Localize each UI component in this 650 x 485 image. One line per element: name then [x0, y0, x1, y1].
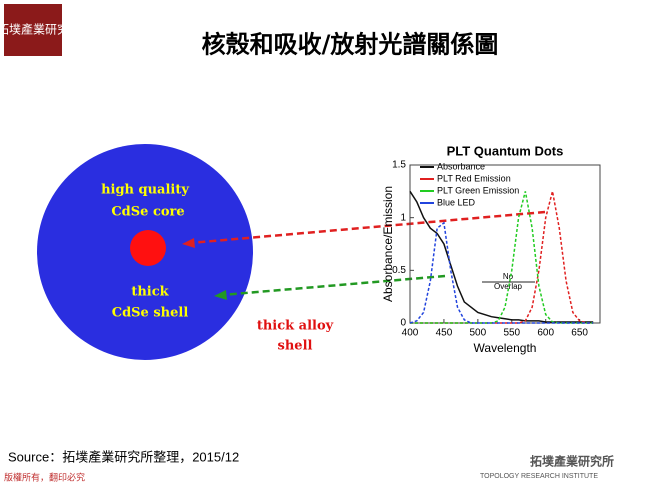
x-tick-label: 450: [436, 328, 453, 339]
x-tick-label: 550: [503, 328, 520, 339]
annotation: Overlap: [494, 282, 523, 291]
x-tick-label: 400: [402, 328, 419, 339]
x-tick-label: 650: [571, 328, 588, 339]
y-axis-label: Absorbance/Emission: [381, 186, 395, 302]
y-tick-label: 0.5: [392, 265, 406, 276]
legend-label: PLT Green Emission: [437, 185, 519, 195]
alloy-label: shell: [278, 339, 313, 354]
series-line: [410, 191, 594, 324]
arrow-head: [214, 290, 227, 300]
legend-label: Blue LED: [437, 197, 476, 207]
series-line: [409, 190, 594, 323]
y-tick-label: 1: [400, 212, 406, 223]
copyright: 版權所有，翻印必究: [4, 472, 85, 484]
chart-title: PLT Quantum Dots: [447, 143, 564, 158]
brand-sub: TOPOLOGY RESEARCH INSTITUTE: [480, 473, 598, 480]
series-line: [410, 191, 594, 324]
core: [130, 230, 166, 266]
arrow: [189, 210, 546, 245]
x-tick-label: 500: [470, 328, 487, 339]
logo: 拓墣產業研究: [0, 22, 69, 37]
shell-label: CdSe shell: [112, 306, 189, 321]
brand: 拓墣產業研究所: [530, 454, 614, 469]
legend-label: PLT Red Emission: [437, 173, 511, 183]
y-tick-label: 0: [400, 318, 406, 329]
arrow-head: [182, 238, 195, 248]
source: Source：拓墣產業研究所整理，2015/12: [8, 449, 239, 464]
legend-label: Absorbance: [437, 161, 485, 171]
y-tick-label: 1.5: [392, 160, 406, 171]
core-label: CdSe core: [111, 205, 184, 220]
title: 核殼和吸收/放射光譜關係圖: [202, 30, 499, 59]
shell-label: thick: [131, 285, 169, 300]
alloy-label: thick alloy: [257, 319, 334, 334]
arrow: [221, 274, 446, 297]
core-label: high quality: [101, 183, 189, 198]
annotation: No: [503, 272, 514, 281]
logo-box: [4, 4, 62, 56]
x-tick-label: 600: [537, 328, 554, 339]
series-line: [409, 221, 594, 324]
x-axis-label: Wavelength: [474, 341, 537, 355]
chart: PLT Quantum Dots 0 0.5 1 1.5 400 450 500 550 600 6…: [381, 143, 601, 355]
